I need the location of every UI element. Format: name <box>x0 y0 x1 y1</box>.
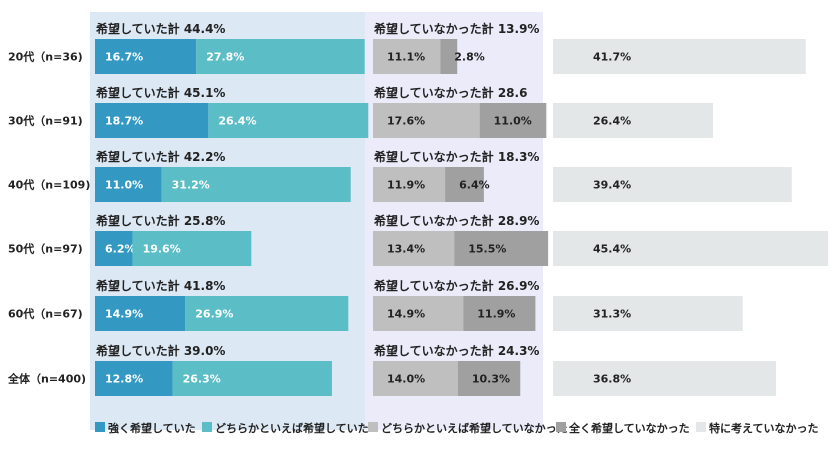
data-label: 39.4% <box>593 179 631 192</box>
data-label: 11.9% <box>387 179 425 192</box>
bar-segment <box>196 39 365 74</box>
data-label: 6.4% <box>459 179 490 192</box>
legend-swatch <box>556 422 566 432</box>
data-label: 14.0% <box>387 373 425 386</box>
data-label: 10.3% <box>472 373 510 386</box>
data-label: 11.1% <box>387 51 425 64</box>
bar-segment <box>553 296 743 331</box>
category-label: 30代（n=91) <box>8 114 83 128</box>
data-label: 31.3% <box>593 308 631 321</box>
hoped-total-label: 希望していた計 25.8% <box>95 213 225 228</box>
bar-segment <box>161 167 351 202</box>
data-label: 14.9% <box>105 308 143 321</box>
hoped-total-label: 希望していた計 41.8% <box>95 278 225 293</box>
hoped-total-label: 希望していた計 44.4% <box>95 21 225 36</box>
bar-segment <box>553 231 829 266</box>
hoped-panel-background <box>90 12 365 430</box>
bar-segment <box>95 103 209 138</box>
category-label: 40代（n=109) <box>8 178 90 192</box>
legend-swatch <box>95 422 105 432</box>
data-label: 15.5% <box>468 243 506 256</box>
category-label: 60代（n=67) <box>8 307 83 321</box>
bar-segment <box>185 296 349 331</box>
legend-label: 全く希望していなかった <box>568 421 690 435</box>
data-label: 41.7% <box>593 51 631 64</box>
data-label: 11.9% <box>477 308 515 321</box>
bar-segment <box>454 231 549 266</box>
hoped-total-label: 希望していた計 45.1% <box>95 85 225 100</box>
hoped-total-label: 希望していた計 39.0% <box>95 343 225 358</box>
data-label: 26.9% <box>195 308 233 321</box>
data-label: 26.4% <box>218 115 256 128</box>
bar-segment <box>172 361 332 396</box>
not-hoped-total-label: 希望していなかった計 18.3% <box>373 149 539 164</box>
data-label: 45.4% <box>593 243 631 256</box>
bar-segment <box>553 361 777 396</box>
bar-segment <box>373 103 480 138</box>
bar-segment <box>208 103 369 138</box>
data-label: 18.7% <box>105 115 143 128</box>
data-label: 13.4% <box>387 243 425 256</box>
bar-segment <box>440 39 458 74</box>
category-label: 20代（n=36) <box>8 50 83 64</box>
bar-segment <box>373 296 464 331</box>
not-hoped-total-label: 希望していなかった計 24.3% <box>373 343 539 358</box>
data-label: 27.8% <box>206 51 244 64</box>
bar-segment <box>553 167 792 202</box>
legend-label: 強く希望していた <box>108 421 196 435</box>
bar-segment <box>373 167 446 202</box>
data-label: 26.4% <box>593 115 631 128</box>
bar-segment <box>95 167 162 202</box>
legend-label: 特に考えていなかった <box>709 421 818 435</box>
bar-segment <box>479 103 547 138</box>
legend-swatch <box>368 422 378 432</box>
category-label: 全体（n=400) <box>7 372 86 386</box>
bar-segment <box>95 39 197 74</box>
not-hoped-total-label: 希望していなかった計 28.9% <box>373 213 539 228</box>
bar-segment <box>553 39 806 74</box>
data-label: 36.8% <box>593 373 631 386</box>
data-label: 16.7% <box>105 51 143 64</box>
hoped-total-label: 希望していた計 42.2% <box>95 149 225 164</box>
legend-swatch <box>696 422 706 432</box>
legend-label: どちらかといえば希望していた <box>215 421 369 435</box>
bar-segment <box>373 231 455 266</box>
data-label: 19.6% <box>143 243 181 256</box>
data-label: 26.3% <box>183 373 221 386</box>
bar-segment <box>373 39 441 74</box>
not-hoped-total-label: 希望していなかった計 26.9% <box>373 278 539 293</box>
bar-segment <box>445 167 484 202</box>
data-label: 14.9% <box>387 308 425 321</box>
data-label: 12.8% <box>105 373 143 386</box>
data-label: 11.0% <box>105 179 143 192</box>
bar-segment <box>457 361 521 396</box>
not-hoped-total-label: 希望していなかった計 13.9% <box>373 21 539 36</box>
legend-label: どちらかといえば希望していなかった <box>381 421 568 435</box>
data-label: 31.2% <box>172 179 210 192</box>
data-label: 11.0% <box>494 115 532 128</box>
bar-segment <box>373 361 458 396</box>
not-hoped-total-label: 希望していなかった計 28.6 <box>373 85 527 100</box>
bar-segment <box>553 103 713 138</box>
data-label: 6.2% <box>105 243 136 256</box>
bar-segment <box>95 231 133 266</box>
legend-swatch <box>202 422 212 432</box>
category-label: 50代（n=97) <box>8 242 83 256</box>
not-hoped-panel-background <box>365 12 543 430</box>
bar-segment <box>95 296 186 331</box>
bar-segment <box>95 361 173 396</box>
bar-segment <box>132 231 252 266</box>
data-label: 17.6% <box>387 115 425 128</box>
data-label: 2.8% <box>454 51 485 64</box>
bar-segment <box>463 296 536 331</box>
